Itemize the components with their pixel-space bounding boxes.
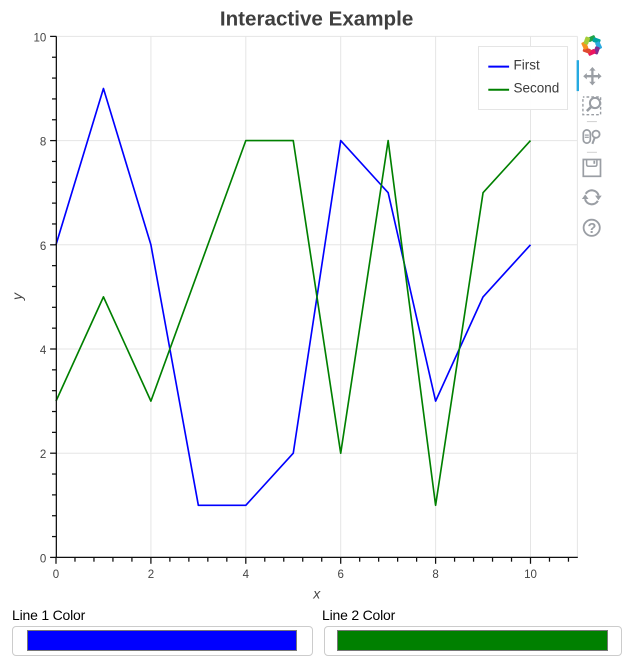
svg-text:Second: Second (514, 80, 560, 95)
svg-text:10: 10 (524, 569, 537, 581)
svg-text:0: 0 (40, 553, 46, 565)
svg-text:Interactive Example: Interactive Example (220, 8, 413, 31)
svg-text:First: First (514, 57, 540, 72)
svg-text:8: 8 (432, 569, 438, 581)
svg-text:2: 2 (148, 569, 154, 581)
svg-text:4: 4 (40, 345, 47, 357)
svg-text:8: 8 (40, 137, 46, 149)
svg-text:6: 6 (40, 241, 46, 253)
svg-text:y: y (9, 292, 25, 301)
svg-text:x: x (312, 585, 321, 601)
svg-text:10: 10 (34, 32, 47, 44)
svg-text:2: 2 (40, 449, 46, 461)
svg-text:?: ? (587, 221, 596, 237)
svg-text:4: 4 (243, 569, 250, 581)
svg-text:6: 6 (337, 569, 343, 581)
svg-text:0: 0 (53, 569, 59, 581)
